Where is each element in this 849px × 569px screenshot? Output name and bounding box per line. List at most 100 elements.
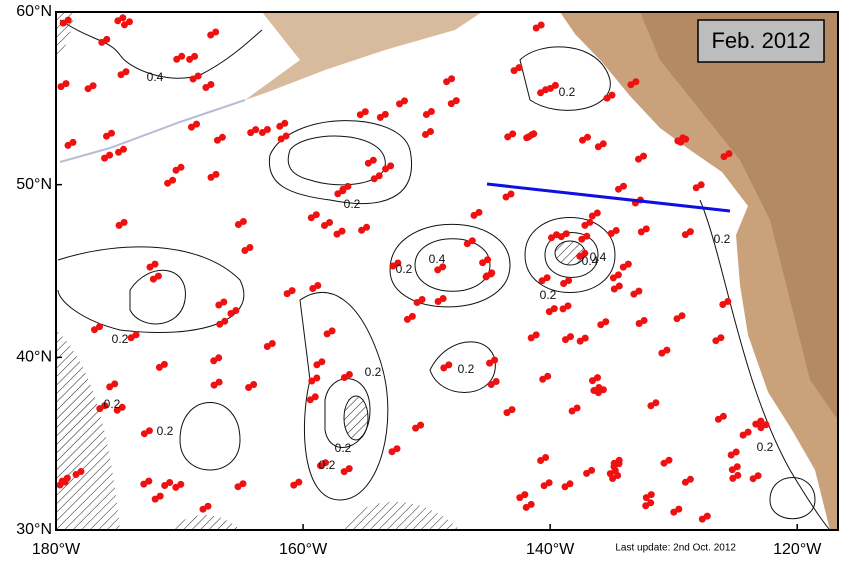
- float-dot: [573, 404, 581, 412]
- float-dot: [717, 334, 725, 342]
- float-dot: [120, 218, 128, 226]
- float-dot: [215, 378, 223, 386]
- float-dot: [369, 156, 377, 164]
- float-dot: [207, 81, 215, 88]
- float-dot: [448, 75, 456, 83]
- float-dot: [586, 218, 594, 226]
- float-dot: [418, 296, 426, 303]
- float-dot: [647, 491, 655, 499]
- y-tick-label: 60°N: [16, 3, 52, 20]
- float-dot: [344, 182, 352, 190]
- float-dot: [584, 133, 591, 141]
- float-dot: [697, 181, 705, 189]
- float-dot: [675, 505, 683, 513]
- float-dot: [608, 91, 616, 99]
- footnote: Last update: 2nd Oct. 2012: [615, 543, 736, 554]
- float-dot: [118, 403, 126, 411]
- float-dot: [160, 360, 168, 368]
- float-dot: [614, 271, 622, 279]
- float-dot: [632, 78, 640, 86]
- float-dot: [532, 331, 540, 339]
- float-dot: [620, 182, 627, 190]
- float-dot: [757, 417, 765, 425]
- float-dot: [551, 81, 559, 89]
- float-dot: [145, 427, 153, 435]
- float-dot: [221, 317, 229, 325]
- contour: [769, 477, 816, 520]
- float-dot: [204, 502, 212, 510]
- hatched-area: [56, 330, 120, 530]
- float-dot: [381, 110, 389, 118]
- float-dot: [762, 421, 770, 429]
- float-dot: [177, 163, 185, 171]
- map-body: 0.4 0.2 0.2 0.2 0.2 0.4 0.2 0.4 0.2 0.2 0.2 0.2 0.2 0…: [56, 12, 838, 530]
- hatched-area: [170, 515, 240, 530]
- float-dot: [64, 16, 72, 24]
- float-dot: [69, 138, 77, 146]
- float-dot: [468, 237, 476, 245]
- float-dot: [624, 260, 632, 268]
- float-dot: [484, 256, 492, 264]
- float-dot: [665, 456, 673, 464]
- float-dot: [602, 318, 610, 326]
- float-dot: [475, 208, 483, 216]
- y-tick-label: 40°N: [16, 349, 52, 366]
- x-tick-label: 140°W: [526, 541, 575, 558]
- contour: [524, 217, 616, 293]
- float-dot: [263, 126, 271, 133]
- float-dot: [445, 361, 453, 369]
- float-dot: [640, 317, 648, 324]
- contour: [179, 402, 241, 471]
- float-dot: [537, 21, 545, 29]
- contour: [519, 46, 611, 111]
- float-dot: [640, 152, 647, 160]
- x-tick-label: 120°W: [773, 541, 822, 558]
- contour: [59, 19, 263, 79]
- float-dot: [488, 269, 496, 277]
- title: Feb. 2012: [711, 28, 810, 53]
- float-dot: [126, 18, 133, 26]
- contour-label: 0.4: [590, 250, 607, 264]
- contour: [299, 292, 389, 501]
- float-dot: [566, 480, 574, 488]
- land-alaska: [245, 12, 482, 100]
- float-dot: [345, 465, 353, 473]
- float-dot: [132, 331, 140, 339]
- contour: [268, 120, 412, 204]
- float-dot: [96, 323, 103, 331]
- float-dot: [754, 472, 762, 480]
- contour-label: 0.2: [335, 441, 352, 455]
- float-dot: [744, 428, 752, 436]
- contour-label: 0.4: [582, 254, 599, 268]
- float-dot: [686, 475, 694, 483]
- contour-label: 0.2: [757, 440, 774, 454]
- float-dot: [281, 119, 289, 127]
- float-dot: [567, 333, 574, 341]
- float-dot: [679, 134, 687, 142]
- float-dot: [724, 298, 732, 305]
- float-dot: [394, 259, 402, 267]
- contour-label: 0.2: [112, 332, 129, 346]
- float-positions: [56, 14, 770, 523]
- float-dot: [732, 448, 740, 456]
- float-dot: [509, 130, 517, 138]
- axes: 180°W 160°W 140°W 120°W 30°N 40°N 50°N 60°N: [16, 3, 822, 558]
- float-dot: [103, 35, 111, 43]
- contour-label: 0.2: [714, 232, 731, 246]
- float-dot: [178, 52, 186, 60]
- contour-label: 0.2: [396, 262, 413, 276]
- contour-label: 0.2: [540, 288, 557, 302]
- float-dot: [313, 374, 321, 382]
- float-dot: [703, 512, 711, 520]
- float-dot: [212, 28, 220, 36]
- float-dot: [393, 445, 401, 453]
- float-dot: [594, 374, 601, 382]
- contour-label: 0.2: [157, 424, 174, 438]
- float-dot: [543, 274, 551, 282]
- float-dot: [542, 454, 550, 461]
- float-dot: [583, 232, 591, 240]
- float-dot: [220, 298, 228, 306]
- float-dot: [246, 244, 254, 251]
- float-dot: [678, 312, 686, 320]
- contour-label: 0.4: [429, 252, 446, 266]
